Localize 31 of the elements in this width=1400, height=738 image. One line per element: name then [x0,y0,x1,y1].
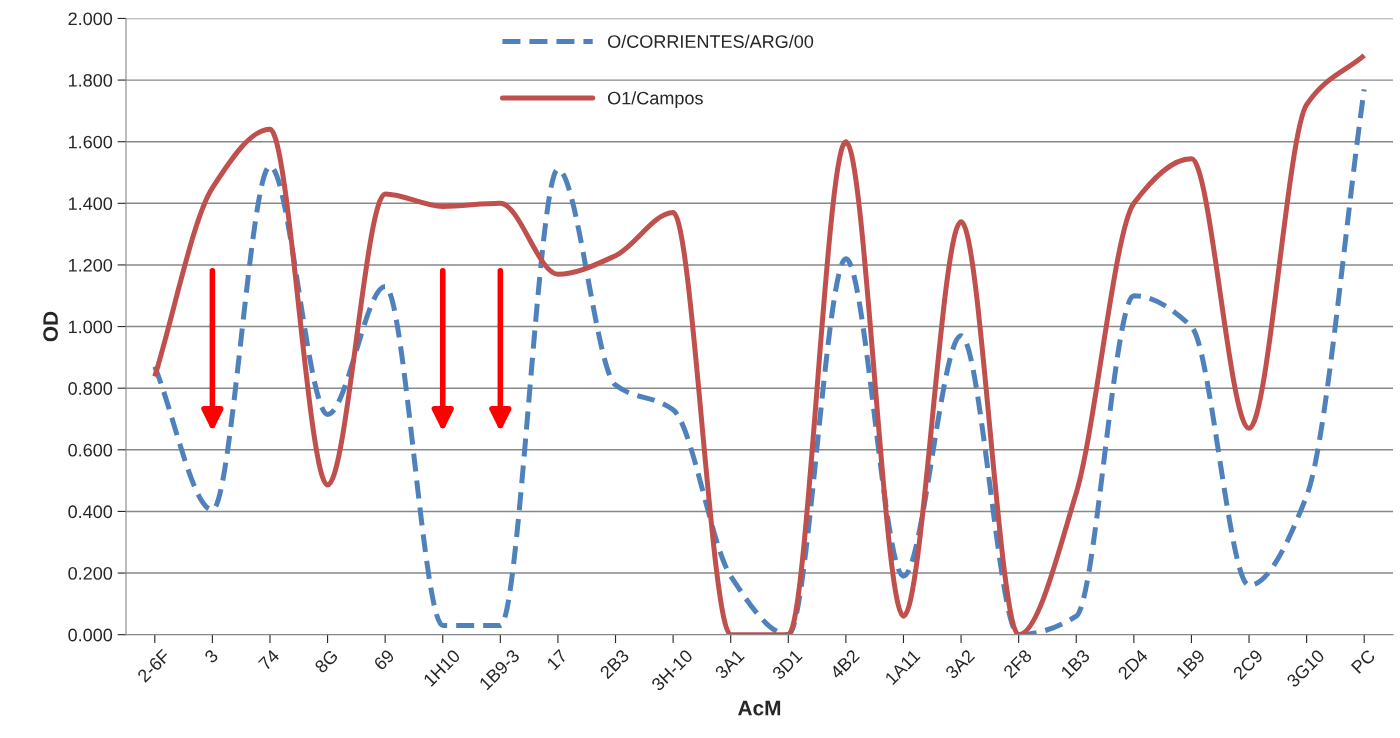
y-tick-label: 0.800 [68,382,113,395]
legend-label: O/CORRIENTES/ARG/00 [608,34,814,48]
x-tick-label: 1B9 [1175,648,1206,679]
y-tick-label: 1.600 [69,135,113,149]
x-tick-label: 3D1 [771,648,803,681]
y-tick-label: 0.600 [68,443,113,457]
x-tick-label: 3A2 [944,648,976,680]
y-tick-label: 2.000 [68,12,113,26]
x-tick-label: 69 [373,648,396,671]
y-tick-label: 1.200 [69,258,113,272]
y-tick-label: 1.800 [69,74,113,87]
x-tick-label: 2C9 [1232,648,1264,681]
x-tick-label: PC [1350,648,1377,674]
x-tick-label: 3 [203,648,219,664]
x-tick-label: 2D4 [1117,648,1149,680]
y-tick-label: 0.200 [68,566,113,580]
x-tick-label: 2F8 [1002,648,1033,679]
y-tick-label: 1.000 [69,320,113,334]
x-tick-label: 8G [313,649,339,674]
y-tick-label: 0.400 [68,505,113,519]
x-axis-title: AcM [738,700,781,716]
y-axis-title: OD [43,311,58,342]
x-tick-label: 17 [546,648,568,671]
x-tick-label: 1B3 [1060,648,1091,679]
legend-label: O1/Campos [608,91,703,109]
x-tick-label: 2B3 [599,648,630,680]
x-tick-label: 74 [258,648,281,671]
y-tick-label: 1.400 [69,197,113,211]
x-tick-label: 3A1 [714,648,745,680]
y-tick-label: 0.000 [68,628,113,642]
x-tick-label: 4B2 [829,648,860,680]
